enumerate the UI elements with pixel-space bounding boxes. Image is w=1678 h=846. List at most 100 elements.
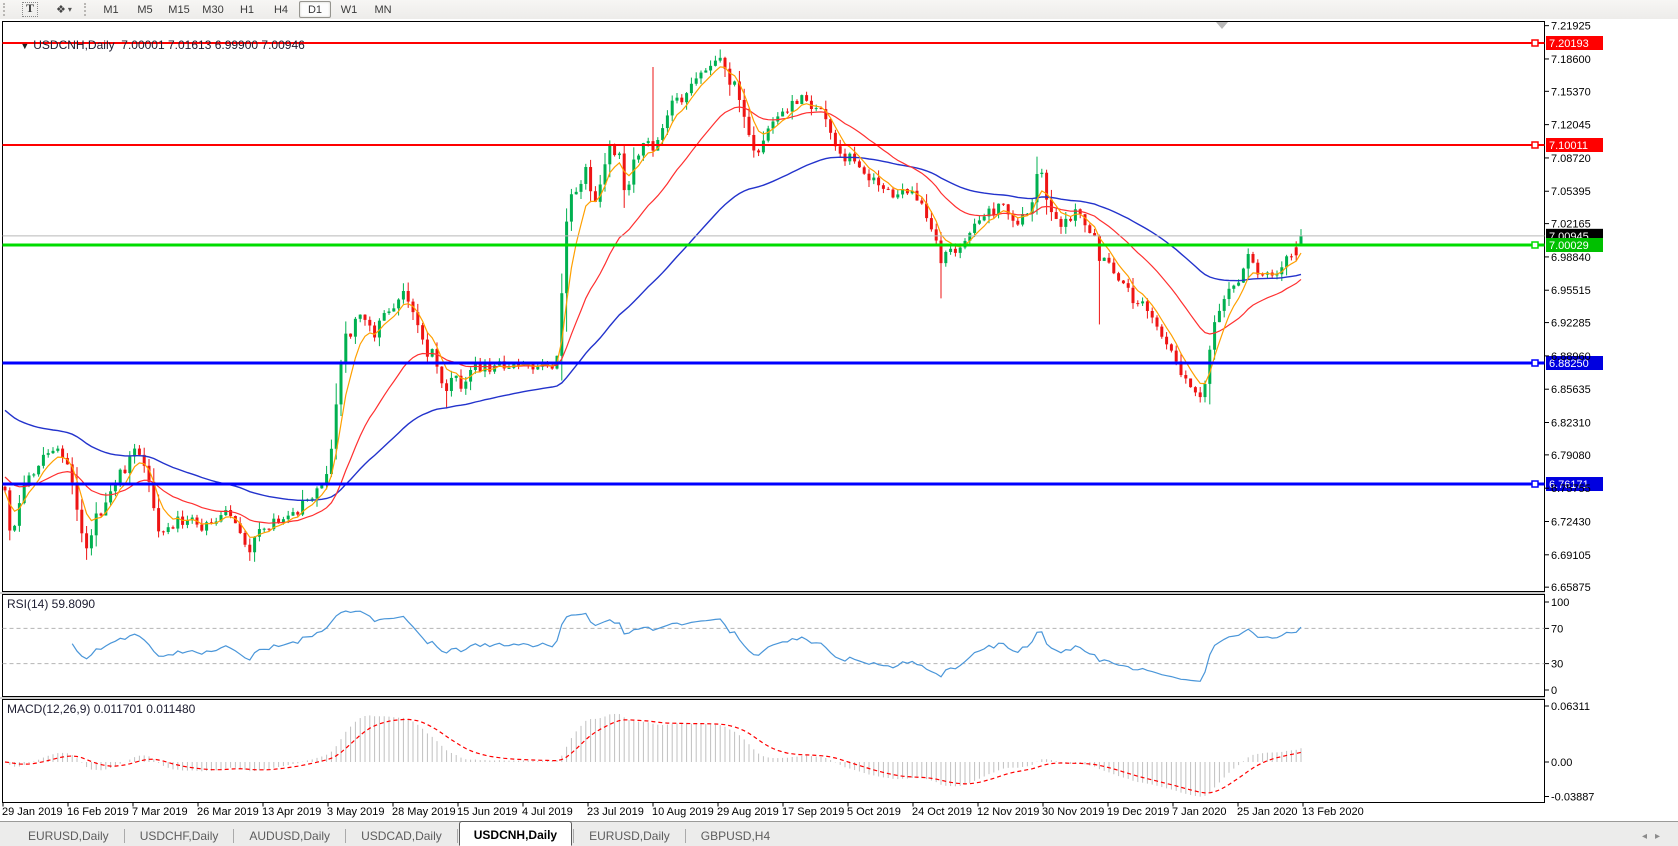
timeframe-button-mn[interactable]: MN: [374, 3, 392, 16]
timeframe-button-w1[interactable]: W1: [340, 3, 358, 16]
svg-text:0.00: 0.00: [1551, 757, 1572, 769]
tab-separator: [345, 829, 347, 843]
timeframe-button-h1[interactable]: H1: [239, 3, 255, 16]
tab-separator: [233, 829, 235, 843]
svg-text:-0.03887: -0.03887: [1551, 791, 1594, 803]
svg-text:29 Jan 2019: 29 Jan 2019: [2, 806, 63, 818]
chevron-down-icon: ▾: [67, 5, 72, 14]
svg-text:6.92285: 6.92285: [1551, 318, 1591, 330]
tab-scroll-arrows: ◂▸: [1642, 831, 1668, 842]
tabs-host: EURUSD,Daily USDCHF,Daily AUDUSD,Daily USDC…: [14, 821, 784, 846]
tab-eurusd-daily[interactable]: EURUSD,Daily: [28, 829, 109, 843]
svg-text:7.00029: 7.00029: [1549, 240, 1589, 252]
rsi-axis[interactable]: 100 70 30 0: [1545, 597, 1569, 697]
svg-text:3 May 2019: 3 May 2019: [327, 806, 384, 818]
timeframe-button-m15[interactable]: M15: [168, 3, 190, 16]
svg-text:6.79080: 6.79080: [1551, 450, 1591, 462]
tab-usdcnh-daily[interactable]: USDCNH,Daily: [458, 821, 573, 846]
timeframe-button-m1[interactable]: M1: [103, 3, 119, 16]
top-toolbar: T ❖ ▾ M1 M5 M15 M30 H1 H4 D1 W1 MN: [0, 0, 1678, 20]
cursor-tool-icon: ❖: [56, 4, 66, 16]
tab-eurusd-daily[interactable]: EURUSD,Daily: [589, 829, 670, 843]
svg-text:23 Jul 2019: 23 Jul 2019: [587, 806, 644, 818]
svg-text:4 Jul 2019: 4 Jul 2019: [522, 806, 573, 818]
svg-text:7.05395: 7.05395: [1551, 186, 1591, 198]
text-tool-icon: T: [21, 2, 38, 17]
svg-text:6.98840: 6.98840: [1551, 252, 1591, 264]
timeframe-button-d1[interactable]: D1: [299, 1, 331, 18]
timeframe-button-m5[interactable]: M5: [137, 3, 153, 16]
chart-shift-marker-icon[interactable]: [1216, 22, 1228, 29]
svg-text:6.65875: 6.65875: [1551, 582, 1591, 594]
svg-text:29 Aug 2019: 29 Aug 2019: [717, 806, 779, 818]
macd-indicator-label: MACD(12,26,9) 0.011701 0.011480: [7, 702, 196, 716]
svg-text:25 Jan 2020: 25 Jan 2020: [1237, 806, 1298, 818]
cursor-tool-button[interactable]: ❖ ▾: [48, 1, 80, 18]
timeframe-button-h4[interactable]: H4: [273, 3, 289, 16]
chart-title: ▼ USDCNH,Daily 7.00001 7.01613 6.99900 7.…: [7, 24, 305, 66]
tab-usdchf-daily[interactable]: USDCHF,Daily: [139, 829, 219, 843]
svg-text:6.76171: 6.76171: [1549, 479, 1589, 491]
chart-symbol: USDCNH,Daily: [33, 38, 115, 52]
text-tool-button[interactable]: T: [14, 1, 46, 18]
svg-text:6.69105: 6.69105: [1551, 550, 1591, 562]
symbol-dropdown-icon[interactable]: ▼: [20, 41, 30, 51]
svg-text:24 Oct 2019: 24 Oct 2019: [912, 806, 972, 818]
svg-text:28 May 2019: 28 May 2019: [392, 806, 456, 818]
macd-axis[interactable]: 0.06311 0.00 -0.03887: [1545, 701, 1594, 803]
svg-text:7.20193: 7.20193: [1549, 38, 1589, 50]
svg-text:7 Mar 2019: 7 Mar 2019: [132, 806, 188, 818]
svg-text:5 Oct 2019: 5 Oct 2019: [847, 806, 901, 818]
chart-window[interactable]: 7.20193 7.10011 7.00945 7.00029 6.88250 6.761…: [0, 19, 1678, 821]
svg-text:30: 30: [1551, 659, 1563, 671]
level-lines[interactable]: 7.201937.100117.009457.000296.882506.761…: [2, 36, 1604, 492]
svg-text:6.88250: 6.88250: [1549, 358, 1589, 370]
timeframe-button-m30[interactable]: M30: [202, 3, 224, 16]
chart-ohlc: 7.00001 7.01613 6.99900 7.00946: [121, 38, 305, 52]
svg-text:6.82310: 6.82310: [1551, 418, 1591, 430]
svg-text:16 Feb 2019: 16 Feb 2019: [67, 806, 129, 818]
chart-tab-bar: EURUSD,Daily USDCHF,Daily AUDUSD,Daily USDC…: [0, 821, 1678, 846]
svg-text:0: 0: [1551, 685, 1557, 697]
tab-separator: [456, 829, 458, 843]
tab-separator: [573, 829, 575, 843]
chart-svg[interactable]: 7.201937.100117.009457.000296.882506.761…: [0, 19, 1678, 821]
svg-text:7.10011: 7.10011: [1549, 140, 1588, 152]
svg-text:6.85635: 6.85635: [1551, 384, 1591, 396]
svg-text:7.12045: 7.12045: [1551, 120, 1591, 132]
svg-text:100: 100: [1551, 597, 1569, 609]
svg-text:7.18600: 7.18600: [1551, 54, 1591, 66]
timeframe-button-group: M1 M5 M15 M30 H1 H4 D1 W1 MN: [94, 1, 400, 18]
svg-text:70: 70: [1551, 623, 1563, 635]
svg-text:7.08720: 7.08720: [1551, 153, 1591, 165]
svg-text:17 Sep 2019: 17 Sep 2019: [782, 806, 844, 818]
svg-text:13 Feb 2020: 13 Feb 2020: [1302, 806, 1364, 818]
tab-gbpusd-h4[interactable]: GBPUSD,H4: [700, 829, 771, 843]
svg-text:7.15370: 7.15370: [1551, 86, 1591, 98]
svg-text:6.72430: 6.72430: [1551, 516, 1591, 528]
toolbar-grip-2[interactable]: [84, 3, 91, 16]
date-axis[interactable]: 29 Jan 2019 16 Feb 2019 7 Mar 2019 26 Mar 2…: [2, 802, 1364, 819]
svg-text:15 Jun 2019: 15 Jun 2019: [457, 806, 518, 818]
svg-text:6.88960: 6.88960: [1551, 351, 1591, 363]
svg-text:19 Dec 2019: 19 Dec 2019: [1107, 806, 1169, 818]
svg-text:30 Nov 2019: 30 Nov 2019: [1042, 806, 1104, 818]
rsi-plot: [2, 610, 1545, 682]
svg-text:12 Nov 2019: 12 Nov 2019: [977, 806, 1039, 818]
tab-audusd-daily[interactable]: AUDUSD,Daily: [249, 829, 331, 843]
macd-plot: [4, 713, 1302, 797]
svg-text:6.95515: 6.95515: [1551, 285, 1591, 297]
rsi-indicator-label: RSI(14) 59.8090: [7, 597, 96, 611]
svg-text:13 Apr 2019: 13 Apr 2019: [262, 806, 321, 818]
toolbar-grip[interactable]: [3, 3, 10, 16]
tab-usdcad-daily[interactable]: USDCAD,Daily: [361, 829, 442, 843]
tab-scroll-right-icon[interactable]: ▸: [1654, 831, 1668, 842]
svg-text:7 Jan 2020: 7 Jan 2020: [1172, 806, 1226, 818]
svg-text:0.06311: 0.06311: [1551, 701, 1590, 713]
svg-text:26 Mar 2019: 26 Mar 2019: [197, 806, 259, 818]
tab-separator: [684, 829, 686, 843]
price-axis[interactable]: 7.21925 7.18600 7.15370 7.12045 7.08720 7.053…: [1545, 21, 1591, 595]
svg-text:7.21925: 7.21925: [1551, 21, 1591, 33]
tab-scroll-left-icon[interactable]: ◂: [1641, 831, 1655, 842]
svg-text:6.75755: 6.75755: [1551, 483, 1591, 495]
